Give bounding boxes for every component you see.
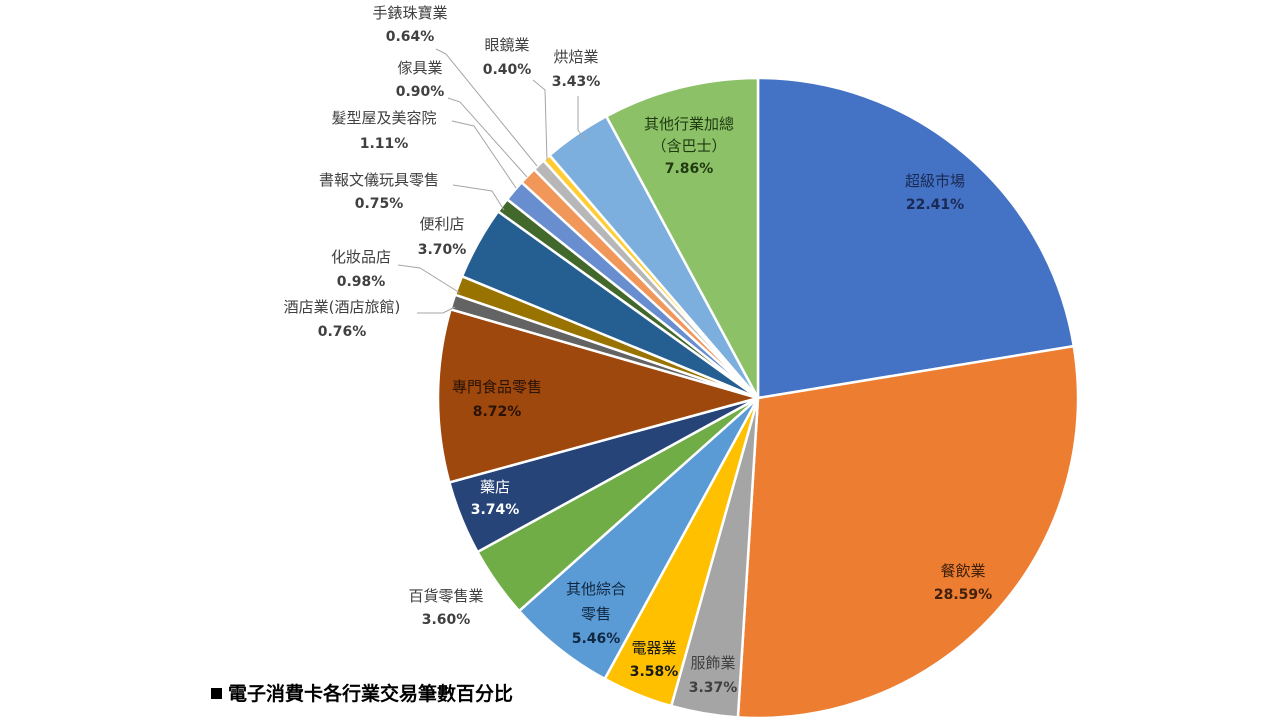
slice-value-17: 3.43% (552, 74, 601, 90)
slice-label-7: 藥店 3.74% (471, 478, 520, 518)
slice-value-18: 7.86% (665, 161, 714, 177)
slice-label-1: 超級市場 22.41% (905, 172, 965, 213)
slice-name-17: 烘焙業 (553, 48, 598, 66)
slice-name-5-line-1: 其他綜合 (566, 580, 626, 598)
slice-name-2: 餐飲業 (940, 562, 985, 580)
slice-value-2: 28.59% (934, 587, 992, 603)
slice-value-13: 1.11% (360, 136, 409, 152)
slice-value-7: 3.74% (471, 502, 520, 518)
slice-value-9: 0.76% (318, 324, 367, 340)
leader-line-9 (417, 306, 456, 314)
slice-name-6: 百貨零售業 (408, 587, 483, 605)
slice-value-1: 22.41% (906, 197, 964, 213)
slice-value-8: 8.72% (473, 404, 522, 420)
pie-slice-18 (604, 76, 760, 399)
chart-caption-text: 電子消費卡各行業交易筆數百分比 (228, 683, 514, 705)
slice-name-13: 髮型屋及美容院 (331, 109, 436, 127)
slice-name-7: 藥店 (480, 478, 510, 496)
slice-label-4: 電器業 3.58% (630, 639, 679, 680)
slice-name-3: 服飾業 (690, 654, 735, 672)
leader-line-12 (452, 184, 505, 211)
slice-value-3: 3.37% (689, 680, 738, 696)
slice-value-11: 3.70% (418, 242, 467, 258)
slice-name-5-line-2: 零售 (581, 605, 611, 623)
slice-name-11: 便利店 (419, 215, 464, 233)
slice-label-18: 其他行業加總 （含巴士） 7.86% (644, 115, 734, 177)
slice-name-14: 傢具業 (397, 59, 442, 77)
slice-label-8: 專門食品零售 8.72% (452, 378, 542, 420)
slice-name-12: 書報文儀玩具零售 (319, 171, 439, 189)
slice-label-14: 傢具業 0.90% (396, 59, 445, 100)
leader-line-13 (451, 120, 517, 189)
chart-caption: 電子消費卡各行業交易筆數百分比 (211, 679, 513, 706)
slice-label-15: 手錶珠寶業 0.64% (372, 4, 447, 45)
slice-name-8: 專門食品零售 (452, 378, 542, 396)
slice-value-16: 0.40% (483, 62, 532, 78)
slice-label-10: 化妝品店 0.98% (331, 248, 391, 290)
slice-label-6: 百貨零售業 3.60% (408, 587, 483, 628)
caption-square-marker (211, 688, 222, 699)
slice-value-6: 3.60% (422, 612, 471, 628)
leader-line-17 (577, 96, 586, 141)
slice-name-15: 手錶珠寶業 (372, 4, 447, 22)
slice-name-16: 眼鏡業 (484, 36, 529, 54)
pie-slice-8 (436, 307, 763, 484)
slice-label-16: 眼鏡業 0.40% (483, 36, 532, 78)
slice-label-13: 髮型屋及美容院 1.11% (331, 109, 436, 152)
slice-value-10: 0.98% (337, 274, 386, 290)
slice-value-14: 0.90% (396, 84, 445, 100)
slice-label-3: 服飾業 3.37% (689, 654, 738, 696)
slice-name-18-line-1: 其他行業加總 (644, 115, 734, 133)
slice-label-2: 餐飲業 28.59% (934, 562, 992, 603)
pie-slice-2 (736, 344, 1080, 720)
slice-value-4: 3.58% (630, 664, 679, 680)
slice-label-11: 便利店 3.70% (418, 215, 467, 258)
slice-name-10: 化妝品店 (331, 248, 391, 266)
pie-slice-1 (756, 76, 1076, 400)
slice-label-17: 烘焙業 3.43% (552, 48, 601, 90)
slice-name-9: 酒店業(酒店旅館) (284, 298, 401, 316)
slice-label-9: 酒店業(酒店旅館) 0.76% (284, 298, 401, 340)
leader-line-15 (435, 48, 538, 167)
slice-label-12: 書報文儀玩具零售 0.75% (319, 171, 439, 212)
leader-line-16 (532, 79, 548, 161)
slice-name-4: 電器業 (631, 639, 676, 657)
leader-line-10 (397, 264, 461, 294)
slice-value-5: 5.46% (572, 631, 621, 647)
slice-value-12: 0.75% (355, 196, 404, 212)
slice-name-18-line-2: （含巴士） (651, 137, 726, 155)
slice-value-15: 0.64% (386, 29, 435, 45)
leader-line-14 (447, 97, 528, 178)
slice-name-1: 超級市場 (905, 172, 965, 190)
